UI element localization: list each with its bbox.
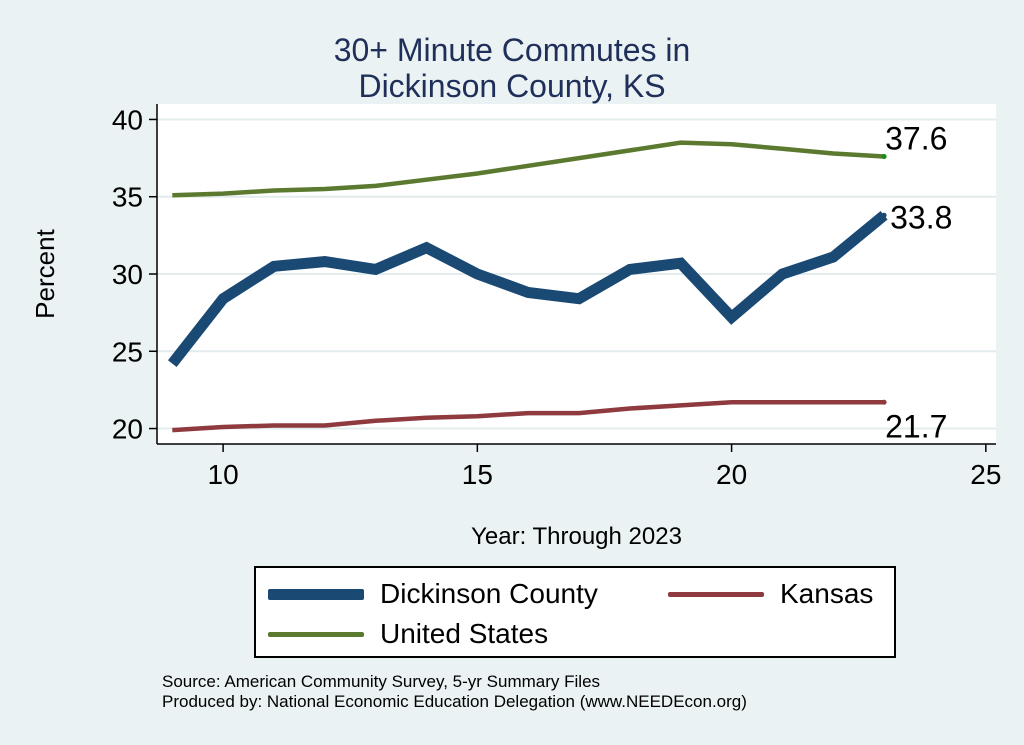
end-label-dickinson-county: 33.8 [890, 199, 952, 235]
legend-swatch-dickinson-county [268, 588, 364, 600]
legend-label-dickinson-county: Dickinson County [380, 578, 598, 609]
y-tick-label-20: 20 [112, 414, 143, 445]
y-tick-label-35: 35 [112, 182, 143, 213]
x-tick-label-10: 10 [208, 459, 239, 490]
series-line-dickinson-county [167, 211, 888, 367]
legend-label-kansas: Kansas [780, 578, 874, 609]
y-axis-title: Percent [30, 228, 60, 318]
chart-legend: Dickinson County Kansas United States [254, 566, 896, 658]
y-tick-label-30: 30 [112, 259, 143, 290]
producer-note: Produced by: National Economic Education… [162, 692, 747, 711]
series-line-united-states [172, 140, 885, 198]
legend-swatch-united-states [268, 631, 364, 637]
end-point-kansas [881, 399, 887, 405]
legend-entry-dickinson-county: Dickinson County [268, 578, 598, 610]
y-tick-label-40: 40 [112, 104, 143, 135]
legend-entry-united-states: United States [268, 618, 548, 650]
y-tick-label-25: 25 [112, 336, 143, 367]
legend-label-united-states: United States [380, 618, 549, 649]
x-axis-title: Year: Through 2023 [471, 523, 682, 550]
legend-entry-kansas: Kansas [668, 578, 873, 610]
chart-title-line2: Dickinson County, KS [358, 68, 666, 104]
end-label-kansas: 21.7 [885, 408, 947, 444]
chart-title: 30+ Minute Commutes in [333, 32, 691, 68]
legend-swatch-kansas [668, 591, 764, 597]
source-note: Source: American Community Survey, 5-yr … [162, 672, 601, 691]
end-label-united-states: 37.6 [885, 121, 947, 157]
series-line-kansas [172, 400, 885, 433]
end-point-united-states [881, 154, 887, 160]
x-tick-label-25: 25 [970, 459, 1001, 490]
x-tick-label-15: 15 [462, 459, 493, 490]
x-tick-label-20: 20 [716, 459, 747, 490]
end-point-dickinson-county [881, 212, 887, 218]
